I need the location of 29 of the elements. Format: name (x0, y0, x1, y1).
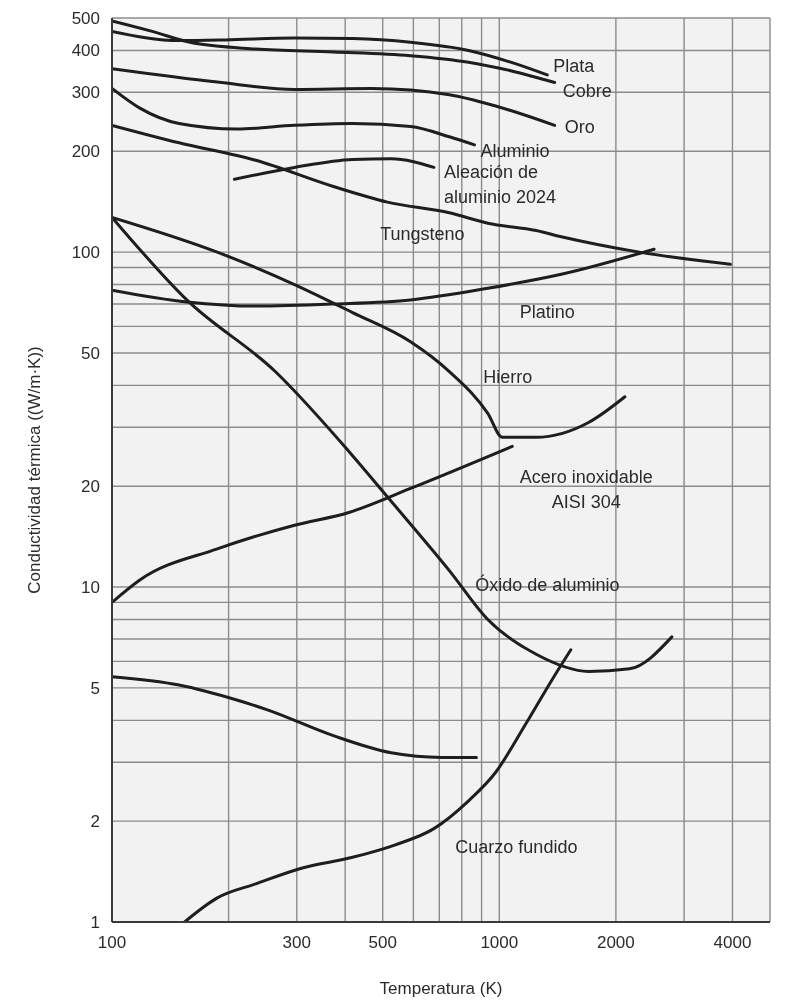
x-tick-label: 300 (282, 933, 311, 953)
y-tick-label: 50 (81, 343, 100, 363)
y-axis-title: Conductividad térmica ((W/m·K)) (24, 346, 44, 594)
series-label: Hierro (483, 367, 533, 388)
series-label: Aluminio (480, 140, 550, 161)
y-tick-label: 400 (71, 41, 100, 61)
x-tick-label: 4000 (713, 933, 752, 953)
y-tick-label: 2 (90, 812, 100, 832)
series-label: Oro (564, 117, 595, 138)
series-label: Acero inoxidable AISI 304 (519, 467, 653, 513)
series-label: Óxido de aluminio (475, 573, 620, 595)
series-label: Cobre (562, 81, 612, 102)
y-tick-label: 1 (90, 913, 100, 933)
x-tick-label: 1000 (480, 933, 519, 953)
y-tick-label: 200 (71, 142, 100, 162)
y-tick-label: 300 (71, 83, 100, 103)
series-label: Tungsteno (380, 224, 465, 245)
y-tick-label: 5 (90, 678, 100, 698)
y-tick-label: 500 (71, 9, 100, 29)
x-tick-label: 2000 (596, 933, 635, 953)
y-tick-label: 100 (71, 243, 100, 263)
series-label: Cuarzo fundido (455, 836, 578, 857)
x-tick-label: 500 (368, 933, 397, 953)
series-label: Plata (553, 55, 596, 76)
y-tick-label: 20 (81, 477, 100, 497)
x-axis-title: Temperatura (K) (379, 978, 503, 998)
series-label: Aleación de aluminio 2024 (443, 162, 557, 208)
y-tick-label: 10 (81, 578, 100, 598)
series-label: Platino (519, 302, 575, 323)
